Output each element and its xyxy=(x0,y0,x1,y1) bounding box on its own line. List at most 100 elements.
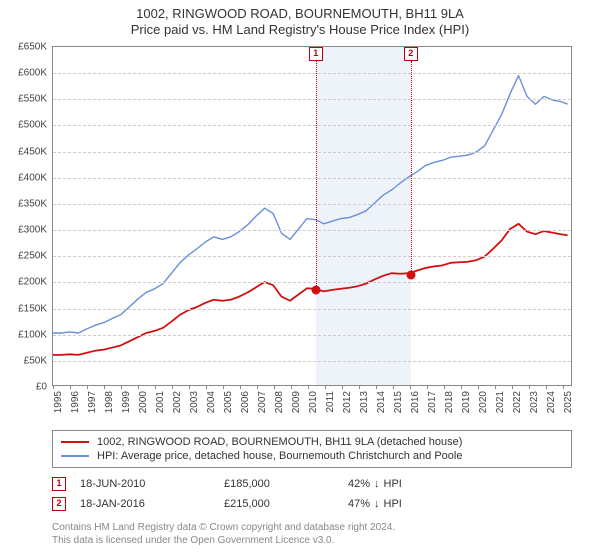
sale-marker-line xyxy=(411,61,412,275)
legend-row: 1002, RINGWOOD ROAD, BOURNEMOUTH, BH11 9… xyxy=(61,435,563,449)
y-tick-label: £150K xyxy=(18,303,47,314)
x-tick xyxy=(189,385,190,389)
x-tick-label: 2022 xyxy=(512,391,523,413)
x-tick-label: 2015 xyxy=(393,391,404,413)
x-tick-label: 2009 xyxy=(291,391,302,413)
x-tick xyxy=(206,385,207,389)
gridline-h xyxy=(53,73,571,74)
x-tick-label: 2020 xyxy=(478,391,489,413)
x-tick xyxy=(512,385,513,389)
title-area: 1002, RINGWOOD ROAD, BOURNEMOUTH, BH11 9… xyxy=(0,0,600,37)
x-tick xyxy=(495,385,496,389)
x-tick xyxy=(376,385,377,389)
gridline-h xyxy=(53,282,571,283)
x-tick xyxy=(410,385,411,389)
sales-row: 118-JUN-2010£185,00042%↓HPI xyxy=(52,474,572,494)
x-tick-label: 2017 xyxy=(427,391,438,413)
x-tick-label: 2013 xyxy=(359,391,370,413)
sales-delta: 42%↓HPI xyxy=(348,478,402,490)
y-tick-label: £400K xyxy=(18,172,47,183)
sale-marker-box: 1 xyxy=(309,47,323,61)
x-tick xyxy=(70,385,71,389)
title-address: 1002, RINGWOOD ROAD, BOURNEMOUTH, BH11 9… xyxy=(0,6,600,21)
x-tick xyxy=(53,385,54,389)
gridline-h xyxy=(53,230,571,231)
x-tick xyxy=(172,385,173,389)
gridline-h xyxy=(53,335,571,336)
sale-marker-box: 2 xyxy=(404,47,418,61)
x-tick xyxy=(427,385,428,389)
sales-table: 118-JUN-2010£185,00042%↓HPI218-JAN-2016£… xyxy=(52,474,572,514)
footer-line1: Contains HM Land Registry data © Crown c… xyxy=(52,522,572,535)
x-tick-label: 1999 xyxy=(121,391,132,413)
x-tick-label: 2025 xyxy=(563,391,574,413)
x-tick-label: 2019 xyxy=(461,391,472,413)
legend-swatch xyxy=(61,455,89,457)
legend-row: HPI: Average price, detached house, Bour… xyxy=(61,449,563,463)
x-tick xyxy=(393,385,394,389)
sales-date: 18-JAN-2016 xyxy=(80,498,210,510)
title-subtitle: Price paid vs. HM Land Registry's House … xyxy=(0,22,600,37)
x-tick xyxy=(121,385,122,389)
sales-marker: 2 xyxy=(52,497,66,511)
x-tick xyxy=(478,385,479,389)
sale-marker-line xyxy=(316,61,317,290)
chart-container: 1002, RINGWOOD ROAD, BOURNEMOUTH, BH11 9… xyxy=(0,0,600,560)
sales-price: £215,000 xyxy=(224,498,334,510)
x-tick xyxy=(359,385,360,389)
x-tick-label: 2008 xyxy=(274,391,285,413)
x-tick-label: 2004 xyxy=(206,391,217,413)
gridline-h xyxy=(53,361,571,362)
x-tick-label: 2001 xyxy=(155,391,166,413)
sale-dot xyxy=(311,286,320,295)
footer-attribution: Contains HM Land Registry data © Crown c… xyxy=(52,522,572,547)
gridline-h xyxy=(53,152,571,153)
x-tick-label: 1997 xyxy=(87,391,98,413)
sales-delta-suffix: HPI xyxy=(384,498,402,510)
y-tick-label: £100K xyxy=(18,329,47,340)
x-tick xyxy=(240,385,241,389)
sales-row: 2 18-JAN-2016 £215,000 47% ↓ HPI xyxy=(52,494,572,514)
x-tick-label: 2023 xyxy=(529,391,540,413)
x-tick xyxy=(223,385,224,389)
x-tick-label: 2003 xyxy=(189,391,200,413)
y-tick-label: £50K xyxy=(24,355,47,366)
y-tick-label: £200K xyxy=(18,277,47,288)
x-tick xyxy=(138,385,139,389)
legend-label: 1002, RINGWOOD ROAD, BOURNEMOUTH, BH11 9… xyxy=(97,436,462,448)
x-tick-label: 2018 xyxy=(444,391,455,413)
legend: 1002, RINGWOOD ROAD, BOURNEMOUTH, BH11 9… xyxy=(52,430,572,468)
x-tick xyxy=(308,385,309,389)
y-tick-label: £600K xyxy=(18,68,47,79)
y-tick-label: £350K xyxy=(18,198,47,209)
x-tick-label: 2007 xyxy=(257,391,268,413)
sales-delta-pct: 42% xyxy=(348,478,370,490)
sales-delta-pct: 47% xyxy=(348,498,370,510)
x-tick xyxy=(444,385,445,389)
x-tick-label: 1995 xyxy=(53,391,64,413)
x-tick-label: 2014 xyxy=(376,391,387,413)
x-tick xyxy=(274,385,275,389)
x-tick-label: 2005 xyxy=(223,391,234,413)
sale-dot xyxy=(406,270,415,279)
arrow-down-icon: ↓ xyxy=(374,498,380,510)
x-tick xyxy=(563,385,564,389)
x-tick-label: 2012 xyxy=(342,391,353,413)
x-tick-label: 2021 xyxy=(495,391,506,413)
gridline-h xyxy=(53,204,571,205)
gridline-h xyxy=(53,125,571,126)
chart-plot-area: £0£50K£100K£150K£200K£250K£300K£350K£400… xyxy=(52,46,572,386)
sales-delta: 47% ↓ HPI xyxy=(348,498,402,510)
gridline-h xyxy=(53,256,571,257)
x-tick xyxy=(104,385,105,389)
arrow-down-icon: ↓ xyxy=(374,478,380,490)
x-tick xyxy=(529,385,530,389)
gridline-h xyxy=(53,178,571,179)
x-tick xyxy=(87,385,88,389)
y-tick-label: £300K xyxy=(18,225,47,236)
x-tick-label: 1996 xyxy=(70,391,81,413)
x-tick xyxy=(461,385,462,389)
sales-date: 18-JUN-2010 xyxy=(80,478,210,490)
legend-label: HPI: Average price, detached house, Bour… xyxy=(97,450,462,462)
x-tick-label: 2010 xyxy=(308,391,319,413)
